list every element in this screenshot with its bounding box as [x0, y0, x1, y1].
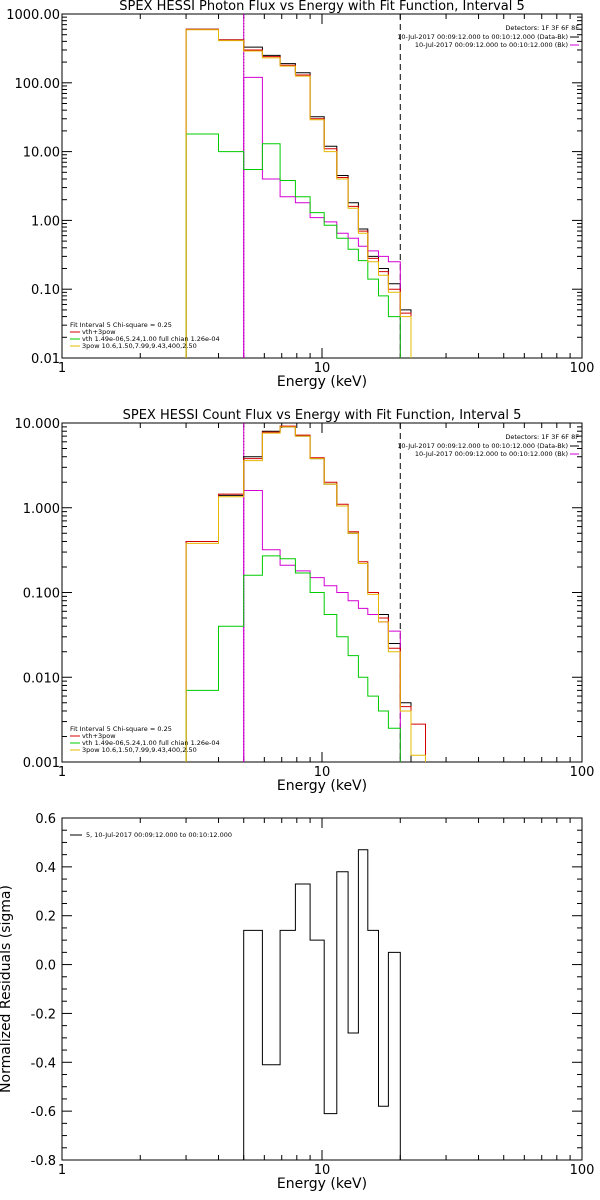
- x-tick-label: 10: [314, 361, 331, 376]
- series-vth-3pow: [185, 425, 426, 762]
- series-group: [185, 425, 426, 762]
- y-tick-label: -0.8: [31, 1154, 56, 1169]
- y-tick-label: 0.10: [31, 283, 60, 298]
- y-tick-label: 1.00: [31, 214, 60, 229]
- series-group: [185, 28, 412, 358]
- series-3pow: [185, 29, 412, 358]
- detectors-label: Detectors: 1F 3F 6F 8F: [505, 433, 579, 441]
- plot-frame: [61, 817, 583, 1161]
- legend-entry: 3pow 10.6,1.50,7.99,9.43,400,2.50: [82, 746, 197, 754]
- y-tick-label: 0.100: [23, 587, 60, 602]
- x-tick-label: 1: [58, 765, 66, 780]
- series-vth: [185, 133, 401, 358]
- x-tick-label: 100: [570, 765, 595, 780]
- x-tick-label: 100: [570, 361, 595, 376]
- x-tick-label: 100: [570, 1163, 595, 1178]
- legend-entry: vth+3pow: [82, 328, 116, 336]
- series-data-bk: [185, 28, 412, 358]
- y-tick-label: 1.000: [23, 502, 60, 517]
- time-range-label: 10-Jul-2017 00:09:12.000 to 00:10:12.000…: [415, 41, 568, 49]
- plot-title: SPEX HESSI Count Flux vs Energy with Fit…: [123, 408, 522, 423]
- series-vth: [185, 555, 401, 762]
- panel-2: SPEX HESSI Count Flux vs Energy with Fit…: [15, 408, 595, 794]
- panel-1: SPEX HESSI Photon Flux vs Energy with Fi…: [6, 0, 594, 390]
- x-tick-label: 1: [58, 361, 66, 376]
- detectors-label: Detectors: 1F 3F 6F 8F: [505, 24, 579, 32]
- y-axis-label: Normalized Residuals (sigma): [0, 885, 14, 1093]
- y-tick-label: 100.00: [15, 77, 61, 92]
- legend-header: Fit Interval 5 Chi-square = 0.25: [70, 725, 172, 733]
- y-tick-label: 10.000: [15, 417, 61, 432]
- x-axis-label: Energy (keV): [277, 1176, 367, 1192]
- legend-entry: 5, 10-Jul-2017 00:09:12.000 to 00:10:12.…: [86, 831, 232, 839]
- series-3pow: [185, 426, 426, 762]
- y-tick-label: 0.6: [35, 812, 56, 827]
- y-tick-label: -0.4: [31, 1056, 56, 1071]
- time-range-label: 10-Jul-2017 00:09:12.000 to 00:10:12.000…: [397, 33, 568, 41]
- series-group: [243, 849, 401, 1160]
- y-tick-label: 10.00: [23, 146, 60, 161]
- y-tick-label: 0.4: [35, 861, 56, 876]
- y-tick-label: -0.2: [31, 1007, 56, 1022]
- plot-frame: [61, 13, 583, 359]
- legend-entry: vth 1.49e-06,5.24,1.00 full chian 1.26e-…: [82, 739, 220, 747]
- series-vth-3pow: [185, 28, 412, 358]
- plot-title: SPEX HESSI Photon Flux vs Energy with Fi…: [119, 0, 525, 14]
- time-range-label: 10-Jul-2017 00:09:12.000 to 00:10:12.000…: [415, 450, 568, 458]
- series-bk: [243, 490, 401, 762]
- y-tick-label: 0.001: [23, 756, 60, 771]
- x-tick-label: 10: [314, 1163, 331, 1178]
- y-tick-label: 1000.00: [6, 8, 60, 23]
- legend-entry: 3pow 10.6,1.50,7.99,9.43,400,2.50: [82, 342, 197, 350]
- y-tick-label: 0.2: [35, 910, 56, 925]
- panel-3: Energy (keV) Normalized Residuals (sigma)…: [0, 812, 594, 1192]
- legend-entry: vth+3pow: [82, 732, 116, 740]
- x-axis-label: Energy (keV): [277, 778, 367, 794]
- x-tick-label: 1: [58, 1163, 66, 1178]
- y-tick-label: 0.010: [23, 671, 60, 686]
- legend-header: Fit Interval 5 Chi-square = 0.25: [70, 321, 172, 329]
- time-range-label: 10-Jul-2017 00:09:12.000 to 00:10:12.000…: [397, 442, 568, 450]
- x-tick-label: 10: [314, 765, 331, 780]
- x-axis-label: Energy (keV): [277, 374, 367, 390]
- legend-entry: vth 1.49e-06,5.24,1.00 full chian 1.26e-…: [82, 335, 220, 343]
- y-tick-label: -0.6: [31, 1105, 56, 1120]
- y-tick-label: 0.0: [35, 959, 56, 974]
- series-residuals: [243, 849, 401, 1160]
- y-tick-label: 0.01: [31, 352, 60, 367]
